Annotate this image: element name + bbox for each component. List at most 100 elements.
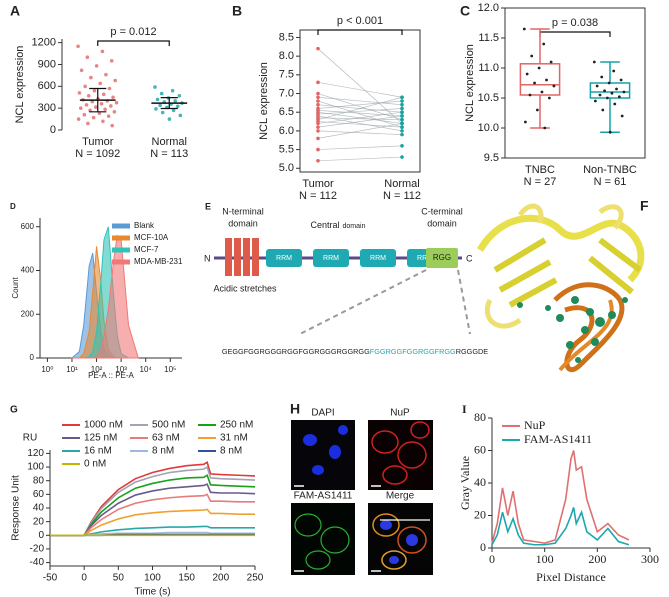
y-tick-label: 20 [474, 507, 486, 521]
data-point [316, 147, 320, 152]
y-tick-label: 0 [30, 353, 35, 362]
data-point [316, 125, 320, 129]
data-point [160, 110, 165, 115]
y-tick-label: 400 [21, 266, 35, 275]
x-axis-label: PE-A :: PE-A [88, 371, 134, 380]
y-tick-label: 8.5 [279, 31, 294, 43]
data-point [400, 102, 404, 107]
y-axis-label: Response Unit [11, 475, 22, 541]
data-point [113, 78, 118, 83]
data-point [316, 102, 320, 107]
data-point [605, 96, 609, 100]
acidic-stretch [225, 238, 232, 276]
data-point [178, 113, 183, 118]
data-point [400, 125, 404, 129]
data-line [50, 474, 256, 537]
data-point [82, 112, 87, 117]
data-point [112, 110, 117, 114]
rgg-domain [426, 248, 458, 268]
data-point [78, 106, 83, 110]
data-point [601, 108, 605, 112]
ribbon [484, 203, 624, 329]
legend-label: 8 nM [220, 446, 242, 457]
data-point [101, 92, 106, 97]
panel-label: E [205, 201, 211, 211]
zoom-line [457, 269, 471, 335]
x-tick-label: 200 [588, 552, 606, 566]
legend-label: 31 nM [220, 433, 248, 444]
pair-line [317, 130, 403, 135]
data-point [99, 101, 104, 106]
pair-line [317, 123, 403, 139]
y-tick-label: 300 [38, 102, 56, 114]
data-point [177, 93, 182, 98]
x-tick-label: 10³ [115, 365, 127, 374]
legend-label: MCF-7 [134, 245, 159, 254]
data-point [595, 84, 599, 88]
legend-label: 125 nM [84, 433, 117, 444]
ribbon [493, 237, 642, 308]
significance-bracket [97, 40, 170, 46]
y-tick-label: 80 [474, 410, 486, 424]
sample-size: N = 113 [150, 148, 188, 160]
data-point [316, 129, 320, 133]
x-tick-label: 0 [81, 573, 87, 584]
image-title: FAM-AS1411 [294, 491, 353, 502]
image-title: NuP [390, 408, 410, 419]
x-tick-label: 10⁰ [41, 365, 53, 374]
chart-panel: B 5.0 5.5 6.0 6.5 7.0 7.5 8.0 8.5 NCL expression T… [232, 3, 421, 202]
dna-strand [558, 299, 614, 372]
data-point [155, 97, 160, 102]
y-tick-label: 7.0 [279, 87, 294, 99]
data-point [316, 99, 320, 103]
domain-label: N-terminal [222, 206, 264, 216]
sample-size: N = 112 [299, 190, 337, 202]
data-point [170, 88, 175, 93]
data-point [543, 126, 547, 130]
data-point [109, 104, 113, 108]
data-point [608, 130, 612, 134]
x-tick-label: 10⁴ [140, 365, 153, 374]
pair-line [317, 100, 403, 109]
data-point [400, 144, 404, 148]
pair-line [317, 108, 403, 115]
image-title: Merge [386, 491, 415, 502]
y-tick-label: 0 [50, 124, 56, 136]
y-tick-label: 60 [474, 442, 486, 456]
pair-line [317, 117, 403, 121]
data-point [400, 106, 404, 111]
data-line [50, 493, 255, 537]
data-point [400, 155, 404, 159]
y-tick-label: 40 [474, 475, 486, 489]
data-point [549, 60, 553, 64]
pair-line [317, 121, 403, 128]
merged-cells [372, 513, 427, 570]
data-point [114, 100, 119, 105]
legend-label: 500 nM [152, 420, 185, 431]
data-point [98, 81, 103, 86]
data-point [537, 66, 541, 70]
p-value: p = 0.012 [110, 26, 156, 38]
y-tick-label: 11.0 [478, 62, 499, 74]
y-tick-label: 0 [480, 540, 486, 554]
pair-line [317, 48, 403, 124]
domain-label: domain [228, 218, 258, 228]
x-tick-label: Normal [384, 178, 419, 190]
x-tick-label: 0 [489, 552, 495, 566]
data-line [50, 531, 255, 537]
data-point [76, 44, 80, 49]
y-tick-label: 120 [27, 448, 44, 459]
x-tick-label: Tumor [302, 178, 334, 190]
rrm-label: RRM [370, 255, 386, 262]
chart-panel: I 0 20 40 60 80 0 100 200 300 Gray Value Pixel Dist… [458, 402, 659, 584]
dna-strand [553, 282, 625, 373]
data-point [89, 75, 93, 80]
chart-panel: C 9.5 10.0 10.5 11.0 11.5 12.0 NCL expression TN… [460, 2, 646, 188]
data-point [540, 90, 544, 94]
data-point [104, 72, 108, 77]
y-tick-label: 600 [21, 222, 35, 231]
panel-label: I [462, 402, 467, 416]
domain-label: domain [343, 223, 366, 230]
data-point [94, 105, 98, 109]
